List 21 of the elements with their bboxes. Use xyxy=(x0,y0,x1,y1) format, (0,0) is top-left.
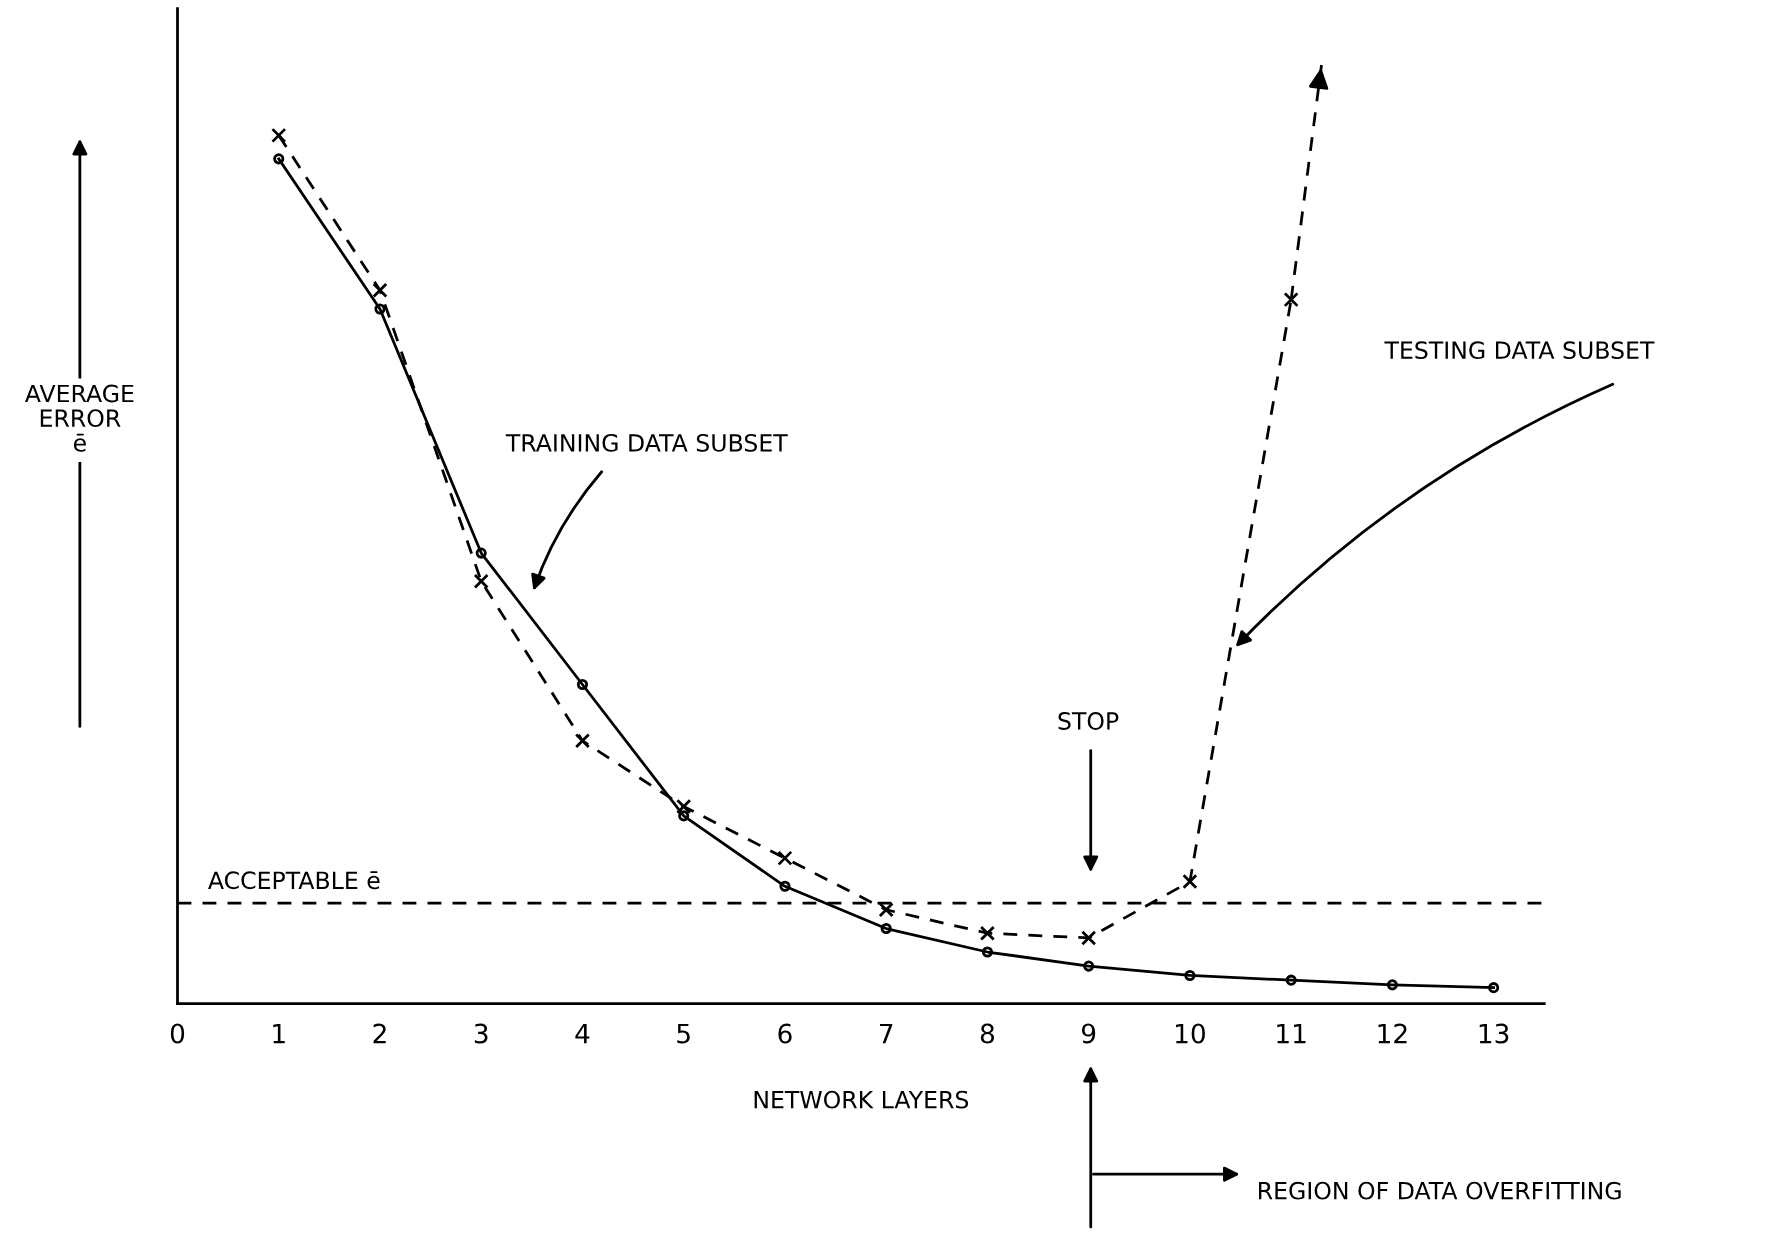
x-tick-label: 11 xyxy=(1277,1023,1306,1044)
ref-line-label: ACCEPTABLE ē xyxy=(208,871,380,890)
x-tick-label: 12 xyxy=(1378,1023,1407,1044)
text: REGION OF DATA OVERFITTING xyxy=(1259,1181,1621,1200)
x-axis-title: NETWORK LAYERS xyxy=(754,1090,969,1109)
x-tick-label: 13 xyxy=(1479,1023,1509,1044)
x-tick-label: 8 xyxy=(980,1023,995,1044)
annotation: STOP xyxy=(1058,712,1119,730)
x-tick-label: 0 xyxy=(170,1023,185,1044)
x-tick-label: 6 xyxy=(778,1023,792,1044)
x-tick-label: 4 xyxy=(575,1023,590,1044)
annotation: TESTING DATA SUBSET xyxy=(1384,341,1655,360)
x-tick-label: 3 xyxy=(474,1023,488,1044)
x-tick-label: 2 xyxy=(373,1023,386,1044)
annotation: TRAINING DATA SUBSET xyxy=(505,433,788,452)
x-tick-label: 7 xyxy=(879,1023,893,1044)
x-tick-label: 1 xyxy=(273,1023,285,1044)
x-tick-label: 5 xyxy=(677,1023,690,1044)
x-tick-label: 9 xyxy=(1081,1023,1096,1044)
y-axis-title: AVERAGE ERROR ē xyxy=(24,384,134,452)
x-tick-label: 10 xyxy=(1176,1023,1205,1044)
